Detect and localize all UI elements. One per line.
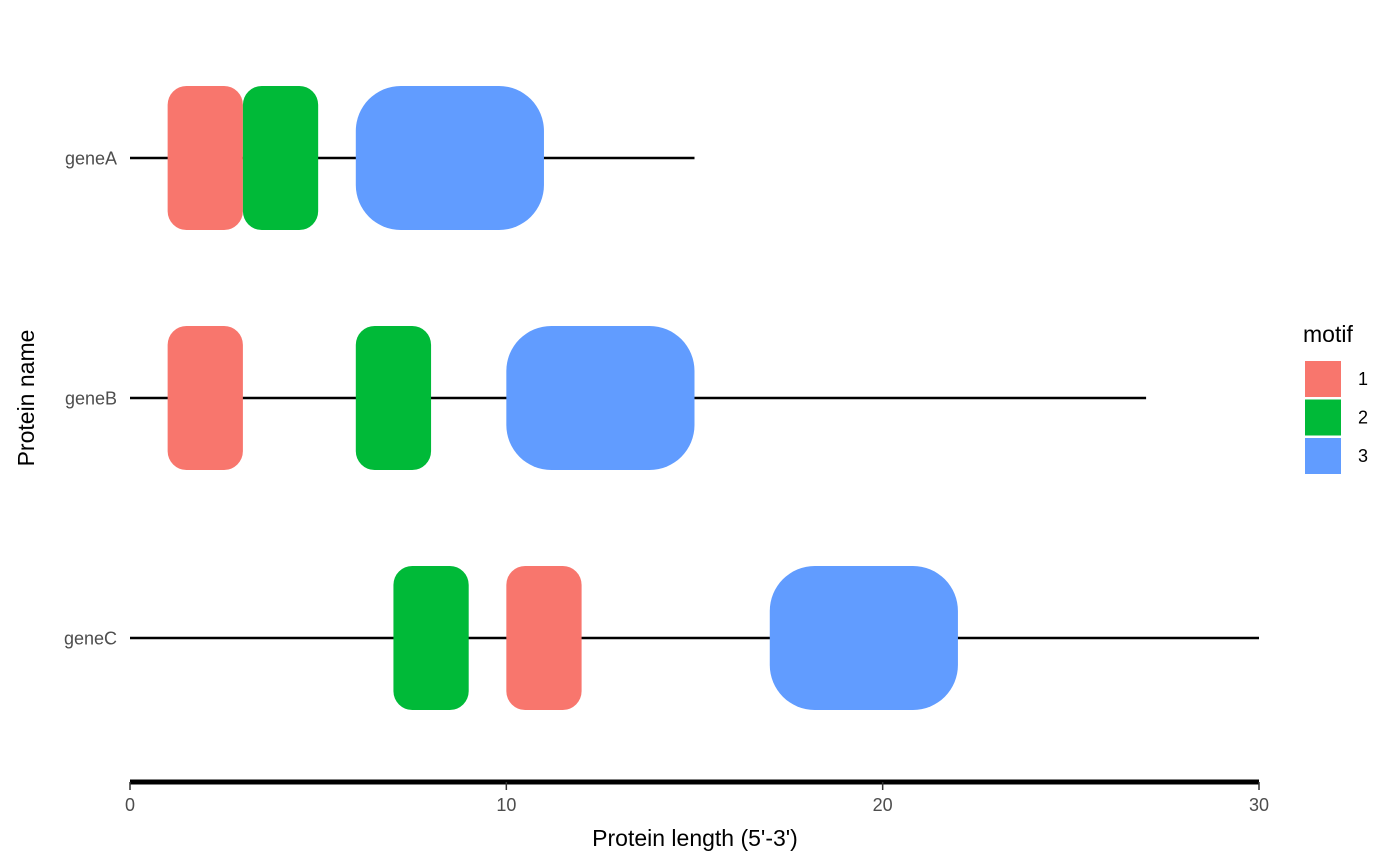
x-axis-title: Protein length (5'-3') [592, 825, 798, 851]
x-tick-label: 30 [1249, 795, 1269, 815]
legend-label-2: 2 [1358, 408, 1368, 428]
proteins-layer [130, 86, 1259, 710]
y-tick-label: geneB [65, 389, 117, 409]
x-tick-label: 10 [496, 795, 516, 815]
motif-box-geneB-1 [167, 326, 243, 470]
protein-row-geneC [130, 566, 1259, 710]
legend-swatch-3 [1305, 438, 1341, 474]
legend-label-3: 3 [1358, 446, 1368, 466]
legend: motif 1 2 3 [1303, 321, 1368, 474]
x-tick-label: 0 [125, 795, 135, 815]
legend-swatch-2 [1305, 399, 1341, 436]
y-axis: geneA geneB geneC [64, 149, 117, 649]
motif-box-geneC-2 [393, 566, 469, 710]
motif-box-geneC-3 [769, 566, 958, 710]
legend-label-1: 1 [1358, 369, 1368, 389]
motif-box-geneB-3 [506, 326, 695, 470]
motif-box-geneA-1 [167, 86, 243, 230]
x-tick-label: 20 [873, 795, 893, 815]
motif-box-geneA-2 [242, 86, 319, 230]
motif-box-geneA-3 [355, 86, 544, 230]
motif-box-geneB-2 [355, 326, 432, 470]
y-tick-label: geneC [64, 629, 117, 649]
motif-box-geneC-1 [506, 566, 582, 710]
y-axis-title: Protein name [13, 330, 39, 467]
legend-swatch-1 [1305, 361, 1341, 397]
x-axis: 0 10 20 30 [125, 779, 1269, 815]
legend-title: motif [1303, 321, 1353, 347]
protein-row-geneB [130, 326, 1147, 470]
protein-row-geneA [130, 86, 695, 230]
y-tick-label: geneA [65, 149, 117, 169]
